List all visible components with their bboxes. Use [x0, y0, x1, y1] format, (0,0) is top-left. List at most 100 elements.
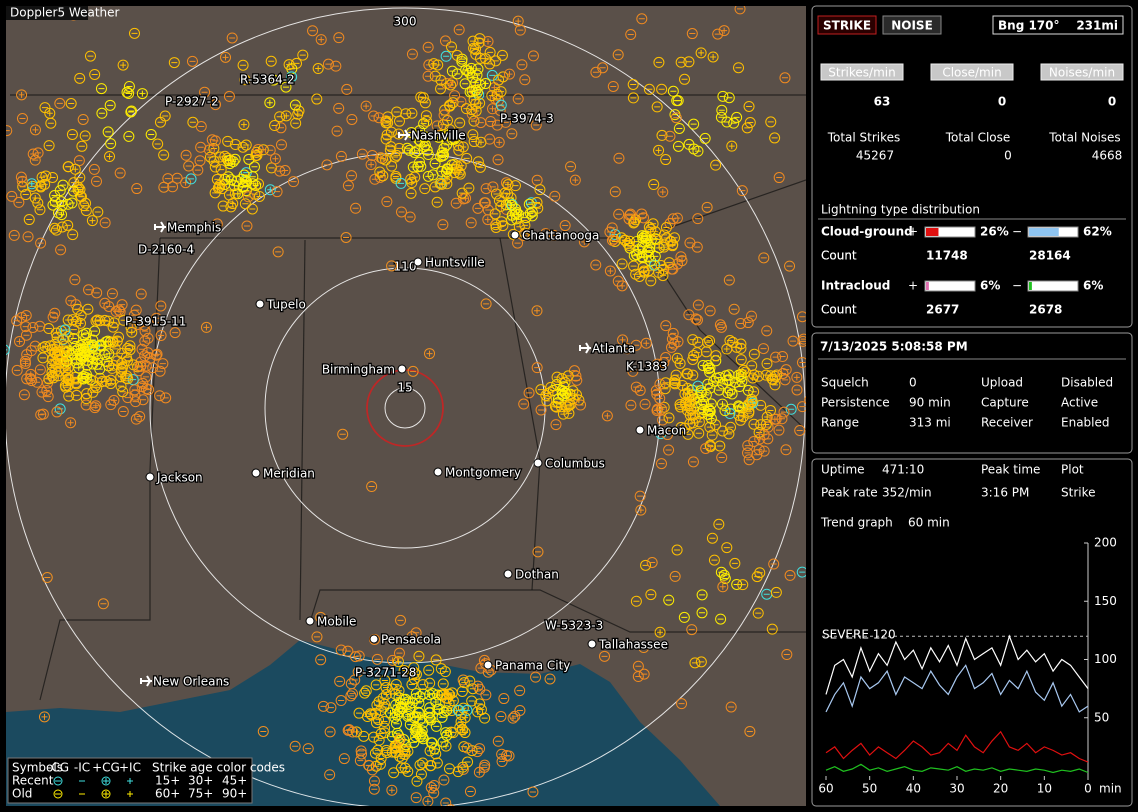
y-tick-label: 150	[1094, 594, 1117, 608]
sign: −	[1012, 225, 1022, 239]
strike	[415, 768, 427, 780]
strike	[340, 232, 352, 243]
strike	[639, 231, 651, 242]
strike	[345, 678, 357, 690]
strike	[590, 259, 602, 271]
strike	[429, 158, 441, 169]
strike	[472, 706, 484, 718]
strike	[439, 35, 451, 47]
strike	[770, 351, 782, 363]
strike	[704, 382, 716, 394]
strike	[527, 786, 539, 798]
strike	[778, 406, 790, 418]
strike	[209, 135, 221, 147]
strike	[780, 444, 792, 456]
legend-age: 30+	[188, 774, 213, 788]
strike	[672, 95, 684, 107]
strike	[489, 208, 501, 220]
strike	[382, 117, 394, 129]
strike	[390, 747, 402, 758]
strike	[246, 203, 258, 215]
strike	[77, 351, 89, 363]
strike	[650, 385, 662, 397]
y-tick-label: 50	[1094, 710, 1109, 724]
strike	[679, 422, 691, 434]
y-tick-label: 100	[1094, 652, 1117, 666]
strike	[322, 58, 334, 70]
strike	[140, 383, 152, 395]
strike	[99, 217, 111, 229]
bar-frame	[924, 226, 976, 238]
strike	[39, 102, 51, 114]
strike	[404, 703, 416, 715]
strike	[414, 691, 426, 703]
noise-button[interactable]	[882, 15, 942, 35]
strike	[43, 323, 55, 334]
strike	[133, 365, 145, 377]
strike	[335, 695, 347, 706]
strike	[742, 400, 754, 412]
state-label: Upload	[981, 376, 1023, 390]
strike	[769, 132, 781, 144]
strike	[159, 110, 171, 122]
strike	[484, 133, 496, 145]
strike	[787, 335, 799, 347]
strike	[447, 134, 459, 146]
strike	[684, 391, 696, 403]
strike	[612, 275, 624, 287]
strike	[395, 177, 407, 189]
city-label: Tupelo	[266, 298, 306, 312]
strike	[122, 392, 134, 404]
percent: 6%	[980, 279, 1000, 293]
strike	[747, 372, 759, 384]
strike	[352, 666, 364, 678]
strike	[493, 137, 505, 148]
strike	[56, 200, 68, 211]
strike	[223, 90, 235, 102]
strike	[422, 795, 434, 806]
strike	[47, 311, 59, 323]
strike	[414, 125, 426, 137]
strike	[461, 152, 473, 164]
strike	[378, 716, 390, 727]
strike	[37, 342, 49, 354]
strike	[210, 99, 222, 110]
strike	[441, 139, 453, 151]
strike	[398, 665, 410, 676]
strike	[704, 305, 716, 317]
strike	[557, 408, 569, 420]
strike	[690, 313, 702, 325]
strike	[393, 692, 405, 704]
strike	[417, 92, 429, 104]
strike	[423, 664, 435, 676]
strike	[62, 161, 74, 173]
strike	[123, 130, 135, 142]
city-dot	[533, 458, 543, 468]
strike-button[interactable]	[817, 15, 877, 35]
city-dot	[369, 634, 379, 644]
strike	[615, 232, 627, 244]
city-label: Pensacola	[381, 633, 441, 647]
strike	[653, 144, 665, 156]
strike	[519, 227, 531, 239]
strike	[107, 336, 119, 348]
strike	[414, 759, 426, 771]
strike	[250, 180, 262, 191]
strike	[365, 159, 377, 171]
strike	[714, 319, 726, 331]
strike	[766, 373, 778, 385]
strike	[785, 403, 797, 415]
strike	[321, 159, 333, 171]
strike	[761, 325, 773, 337]
city-label: Huntsville	[425, 256, 485, 270]
strike	[72, 303, 84, 315]
strike	[83, 284, 95, 296]
strike	[679, 73, 691, 85]
strike	[601, 410, 613, 422]
strike	[123, 81, 135, 92]
strike	[437, 678, 449, 690]
range-ring	[264, 267, 546, 549]
strike	[700, 389, 712, 401]
strike	[360, 685, 372, 697]
strike	[719, 573, 731, 584]
